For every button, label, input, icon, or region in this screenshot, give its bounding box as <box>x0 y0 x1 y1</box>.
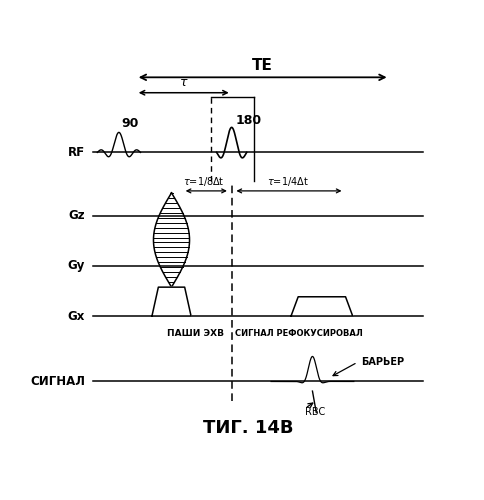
Text: ΤИГ. 14B: ΤИГ. 14B <box>203 418 293 436</box>
Text: 90: 90 <box>121 117 138 130</box>
Text: СИГНАЛ: СИГНАЛ <box>30 375 85 388</box>
Text: Gx: Gx <box>68 310 85 322</box>
Polygon shape <box>290 297 352 316</box>
Text: RF: RF <box>68 146 85 159</box>
Text: $\tau$=1/4$\Delta$t: $\tau$=1/4$\Delta$t <box>267 175 308 188</box>
Text: БАРЬЕР: БАРЬЕР <box>361 357 404 367</box>
Text: RBC: RBC <box>304 408 325 418</box>
Text: $\tau$: $\tau$ <box>179 76 188 89</box>
Text: $\tau$=1/8$\Delta$t: $\tau$=1/8$\Delta$t <box>182 175 224 188</box>
Text: 180: 180 <box>235 114 261 126</box>
Text: Gy: Gy <box>68 260 85 272</box>
Polygon shape <box>151 287 191 316</box>
Text: ПАШИ ЭХВ: ПАШИ ЭХВ <box>167 329 224 338</box>
Text: Gz: Gz <box>68 210 85 222</box>
Text: СИГНАЛ РЕФОКУСИРОВАЛ: СИГНАЛ РЕФОКУСИРОВАЛ <box>235 329 363 338</box>
Text: TE: TE <box>252 58 272 72</box>
